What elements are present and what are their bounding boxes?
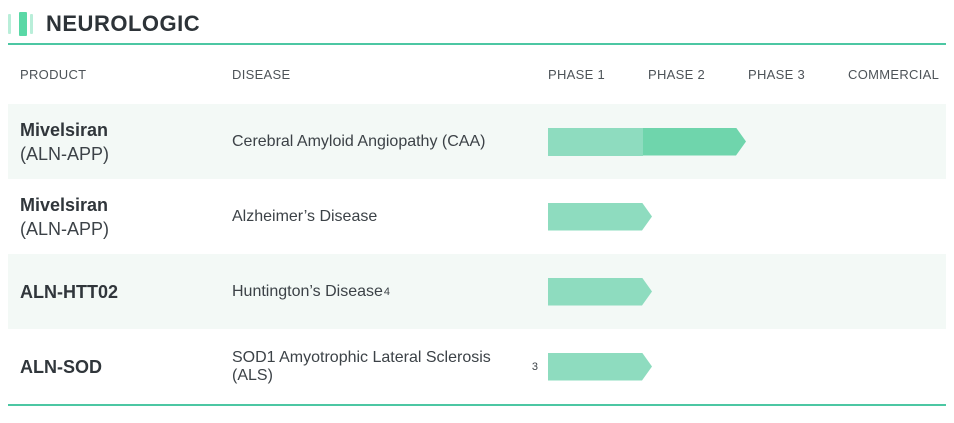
product-cell: Mivelsiran (ALN-APP) xyxy=(8,104,232,179)
phase-1-segment xyxy=(548,127,643,156)
product-cell: ALN-HTT02 xyxy=(8,254,232,329)
pipeline-progress-bar xyxy=(548,127,746,156)
product-cell: ALN-SOD xyxy=(8,329,232,404)
header-divider xyxy=(8,43,946,45)
pipeline-progress-bar xyxy=(548,353,652,381)
disease-name: Cerebral Amyloid Angiopathy (CAA) xyxy=(232,132,486,150)
phase-track xyxy=(548,179,946,254)
marker-bar-icon xyxy=(30,13,33,34)
section-bottom-divider xyxy=(8,404,946,406)
table-row: Mivelsiran (ALN-APP) Cerebral Amyloid An… xyxy=(8,104,946,179)
disease-name: SOD1 Amyotrophic Lateral Sclerosis (ALS) xyxy=(232,348,491,384)
phase-track xyxy=(548,329,946,404)
phase-1-segment xyxy=(548,353,652,381)
pipeline-progress-bar xyxy=(548,203,652,231)
column-header-phase-1: PHASE 1 xyxy=(548,67,606,82)
marker-bar-icon xyxy=(19,11,27,36)
product-name: Mivelsiran xyxy=(20,119,109,140)
column-header-product: PRODUCT xyxy=(20,67,87,82)
disease-name: Alzheimer’s Disease xyxy=(232,207,378,225)
product-code: (ALN-APP) xyxy=(20,218,110,239)
column-header-phase-3: PHASE 3 xyxy=(748,67,806,82)
product-cell: Mivelsiran (ALN-APP) xyxy=(8,179,232,254)
table-header-row: PRODUCT DISEASE PHASE 1 PHASE 2 PHASE 3 … xyxy=(8,45,946,104)
pipeline-progress-bar xyxy=(548,278,652,306)
phase-1-segment xyxy=(548,278,652,306)
phase-track xyxy=(548,104,946,179)
product-code: (ALN-APP) xyxy=(20,143,110,164)
disease-name: Huntington’s Disease xyxy=(232,282,383,300)
product-name: Mivelsiran xyxy=(20,194,109,215)
section-marker-icon xyxy=(8,11,33,37)
table-row: Mivelsiran (ALN-APP) Alzheimer’s Disease xyxy=(8,179,946,254)
phase-track xyxy=(548,254,946,329)
product-name: ALN-HTT02 xyxy=(20,281,118,302)
marker-bar-icon xyxy=(8,13,11,34)
table-row: ALN-HTT02 Huntington’s Disease 4 xyxy=(8,254,946,329)
section-title: NEUROLOGIC xyxy=(46,10,201,36)
phase-1-segment xyxy=(548,203,652,231)
disease-cell: SOD1 Amyotrophic Lateral Sclerosis (ALS)… xyxy=(232,348,538,384)
disease-cell: Alzheimer’s Disease xyxy=(232,179,548,254)
column-header-disease: DISEASE xyxy=(232,67,291,82)
phase-2-segment xyxy=(643,128,746,156)
product-name: ALN-SOD xyxy=(20,356,102,377)
column-header-phase-2: PHASE 2 xyxy=(648,67,706,82)
section-header: NEUROLOGIC xyxy=(0,0,954,38)
disease-cell: Cerebral Amyloid Angiopathy (CAA) xyxy=(232,104,548,179)
column-header-commercial: COMMERCIAL xyxy=(848,67,940,82)
disease-cell: Huntington’s Disease 4 xyxy=(232,282,391,300)
table-row: ALN-SOD SOD1 Amyotrophic Lateral Scleros… xyxy=(8,329,946,404)
